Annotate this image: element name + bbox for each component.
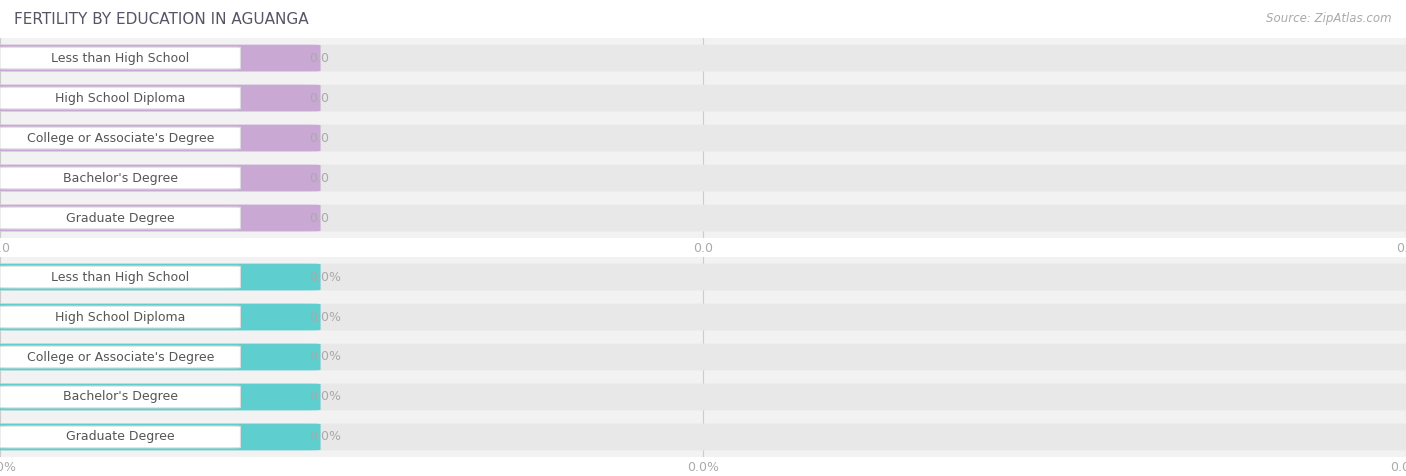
Text: High School Diploma: High School Diploma <box>55 91 186 105</box>
FancyBboxPatch shape <box>0 205 321 231</box>
Text: 0.0%: 0.0% <box>309 270 342 284</box>
FancyBboxPatch shape <box>0 165 321 191</box>
FancyBboxPatch shape <box>0 125 321 151</box>
Text: FERTILITY BY EDUCATION IN AGUANGA: FERTILITY BY EDUCATION IN AGUANGA <box>14 12 309 27</box>
FancyBboxPatch shape <box>0 38 1406 78</box>
Text: 0.0: 0.0 <box>309 171 329 185</box>
FancyBboxPatch shape <box>0 85 321 111</box>
Text: 0.0: 0.0 <box>309 51 329 65</box>
Text: Bachelor's Degree: Bachelor's Degree <box>63 390 177 404</box>
FancyBboxPatch shape <box>0 304 321 330</box>
Text: Graduate Degree: Graduate Degree <box>66 430 174 444</box>
FancyBboxPatch shape <box>0 198 1406 238</box>
Text: College or Associate's Degree: College or Associate's Degree <box>27 131 214 145</box>
Text: High School Diploma: High School Diploma <box>55 310 186 324</box>
FancyBboxPatch shape <box>0 337 1406 377</box>
Text: College or Associate's Degree: College or Associate's Degree <box>27 350 214 364</box>
FancyBboxPatch shape <box>0 207 240 229</box>
Text: Bachelor's Degree: Bachelor's Degree <box>63 171 177 185</box>
FancyBboxPatch shape <box>0 257 1406 297</box>
Text: 0.0%: 0.0% <box>309 390 342 404</box>
Text: 0.0%: 0.0% <box>309 310 342 324</box>
FancyBboxPatch shape <box>0 167 240 189</box>
FancyBboxPatch shape <box>0 264 321 290</box>
FancyBboxPatch shape <box>0 346 240 368</box>
FancyBboxPatch shape <box>0 165 1406 191</box>
FancyBboxPatch shape <box>0 344 321 370</box>
FancyBboxPatch shape <box>0 87 240 109</box>
FancyBboxPatch shape <box>0 47 240 69</box>
FancyBboxPatch shape <box>0 118 1406 158</box>
Text: Graduate Degree: Graduate Degree <box>66 211 174 225</box>
FancyBboxPatch shape <box>0 426 240 448</box>
Text: Source: ZipAtlas.com: Source: ZipAtlas.com <box>1267 12 1392 25</box>
FancyBboxPatch shape <box>0 417 1406 457</box>
FancyBboxPatch shape <box>0 306 240 328</box>
Text: 0.0%: 0.0% <box>309 430 342 444</box>
Text: 0.0: 0.0 <box>309 91 329 105</box>
FancyBboxPatch shape <box>0 158 1406 198</box>
Text: 0.0: 0.0 <box>309 131 329 145</box>
FancyBboxPatch shape <box>0 127 240 149</box>
FancyBboxPatch shape <box>0 264 1406 290</box>
FancyBboxPatch shape <box>0 344 1406 370</box>
FancyBboxPatch shape <box>0 304 1406 330</box>
Text: Less than High School: Less than High School <box>51 270 190 284</box>
FancyBboxPatch shape <box>0 297 1406 337</box>
FancyBboxPatch shape <box>0 266 240 288</box>
FancyBboxPatch shape <box>0 386 240 408</box>
Text: Less than High School: Less than High School <box>51 51 190 65</box>
FancyBboxPatch shape <box>0 45 1406 71</box>
FancyBboxPatch shape <box>0 424 321 450</box>
FancyBboxPatch shape <box>0 377 1406 417</box>
FancyBboxPatch shape <box>0 424 1406 450</box>
FancyBboxPatch shape <box>0 125 1406 151</box>
FancyBboxPatch shape <box>0 45 321 71</box>
Text: 0.0%: 0.0% <box>309 350 342 364</box>
FancyBboxPatch shape <box>0 384 1406 410</box>
Text: 0.0: 0.0 <box>309 211 329 225</box>
FancyBboxPatch shape <box>0 384 321 410</box>
FancyBboxPatch shape <box>0 205 1406 231</box>
FancyBboxPatch shape <box>0 78 1406 118</box>
FancyBboxPatch shape <box>0 85 1406 111</box>
